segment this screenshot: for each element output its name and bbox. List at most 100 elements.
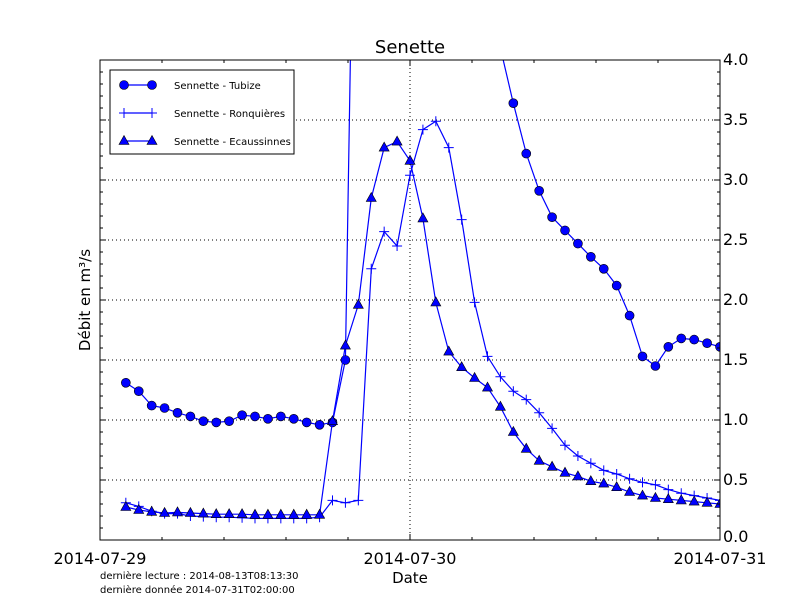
data-point-triangle xyxy=(469,371,481,382)
data-point-circle xyxy=(276,411,286,422)
data-point-triangle xyxy=(481,381,494,392)
data-point-triangle xyxy=(223,508,235,519)
data-point-circle xyxy=(702,338,712,349)
y-tick-label: 3.0 xyxy=(723,170,748,189)
x-axis-label: Date xyxy=(392,569,428,587)
data-point-triangle xyxy=(559,466,571,477)
y-tick-label: 3.5 xyxy=(723,110,748,129)
data-point-circle xyxy=(185,411,196,422)
data-point-plus xyxy=(147,108,157,118)
data-point-plus xyxy=(521,394,532,405)
footer-last-data: dernière donnée 2014-07-31T02:00:00 xyxy=(100,584,295,596)
data-point-plus xyxy=(650,479,661,490)
data-point-plus xyxy=(353,495,364,506)
data-point-circle xyxy=(611,280,622,291)
x-tick-label: 2014-07-30 xyxy=(364,549,457,568)
data-point-circle xyxy=(637,351,648,362)
y-axis-label: Débit en m³/s xyxy=(76,249,94,351)
data-point-plus xyxy=(327,495,338,506)
data-point-triangle xyxy=(339,339,351,350)
data-point-plus xyxy=(547,423,558,434)
data-point-triangle xyxy=(262,508,274,519)
data-point-circle xyxy=(663,341,674,352)
data-point-triangle xyxy=(572,470,584,481)
data-point-triangle xyxy=(404,154,416,165)
data-point-circle xyxy=(121,377,131,388)
data-point-plus xyxy=(119,108,129,118)
data-point-plus xyxy=(637,477,648,488)
data-point-triangle xyxy=(662,493,674,504)
data-point-triangle xyxy=(636,489,649,500)
data-point-plus xyxy=(417,124,428,135)
data-point-triangle xyxy=(520,442,532,453)
data-point-triangle xyxy=(184,506,196,517)
series-1 xyxy=(120,116,720,524)
legend-label: Sennette - Ronquières xyxy=(174,108,285,120)
data-point-triangle xyxy=(688,495,700,506)
data-point-triangle xyxy=(494,400,506,411)
data-point-plus xyxy=(482,351,493,362)
y-tick-label: 4.0 xyxy=(723,50,748,69)
data-point-triangle xyxy=(197,507,209,518)
data-point-circle xyxy=(133,386,144,397)
y-tick-label: 1.0 xyxy=(723,410,748,429)
data-point-triangle xyxy=(701,496,713,507)
legend: Sennette - Tubize Sennette - Ronquières Se… xyxy=(109,69,295,155)
data-point-triangle xyxy=(585,475,597,486)
data-point-plus xyxy=(469,297,480,308)
data-point-circle xyxy=(250,411,260,422)
data-point-triangle xyxy=(430,296,442,307)
data-point-triangle xyxy=(675,494,687,505)
data-point-triangle xyxy=(146,134,158,145)
data-point-plus xyxy=(508,386,519,397)
data-point-circle xyxy=(508,98,519,108)
data-point-triangle xyxy=(714,497,720,508)
data-point-plus xyxy=(572,451,583,461)
data-point-triangle xyxy=(352,298,364,309)
data-point-triangle xyxy=(649,491,661,502)
y-tick-label: 1.5 xyxy=(723,350,748,369)
data-point-triangle xyxy=(417,212,429,223)
data-point-circle xyxy=(573,238,583,249)
data-point-triangle xyxy=(546,460,558,471)
data-point-triangle xyxy=(133,503,145,514)
data-point-triangle xyxy=(146,505,158,516)
data-point-triangle xyxy=(120,500,132,511)
data-point-circle xyxy=(689,334,699,345)
data-point-plus xyxy=(340,497,351,508)
data-point-triangle xyxy=(378,141,390,152)
data-point-circle xyxy=(650,361,661,371)
data-point-circle xyxy=(237,410,247,421)
data-point-triangle xyxy=(301,508,313,519)
data-point-plus xyxy=(560,440,570,451)
data-point-plus xyxy=(392,241,403,251)
y-tick-label: 0.5 xyxy=(723,470,748,489)
legend-label: Sennette - Tubize xyxy=(174,81,261,92)
data-point-plus xyxy=(598,465,609,476)
data-point-circle xyxy=(198,416,209,427)
data-point-circle xyxy=(314,419,325,430)
chart-title: Senette xyxy=(375,37,445,58)
y-tick-label: 2.0 xyxy=(723,290,748,309)
data-point-triangle xyxy=(443,345,455,356)
data-point-plus xyxy=(624,473,635,484)
data-point-circle xyxy=(147,80,157,90)
data-point-plus xyxy=(443,142,454,153)
data-point-plus xyxy=(366,263,377,274)
data-point-plus xyxy=(534,407,545,418)
data-point-circle xyxy=(211,417,222,428)
y-tick-label: 2.5 xyxy=(723,230,748,249)
data-point-triangle xyxy=(598,477,610,488)
data-point-triangle xyxy=(533,454,545,465)
legend-label: Sennette - Ecaussinnes xyxy=(174,137,291,148)
data-point-plus xyxy=(663,484,674,495)
data-point-circle xyxy=(288,413,299,424)
data-point-circle xyxy=(146,400,157,411)
data-point-triangle xyxy=(611,481,623,492)
data-point-plus xyxy=(611,469,622,479)
data-point-triangle xyxy=(210,508,222,519)
data-point-circle xyxy=(119,80,129,90)
data-point-plus xyxy=(495,371,506,382)
data-point-circle xyxy=(224,416,234,427)
data-point-circle xyxy=(301,417,312,428)
